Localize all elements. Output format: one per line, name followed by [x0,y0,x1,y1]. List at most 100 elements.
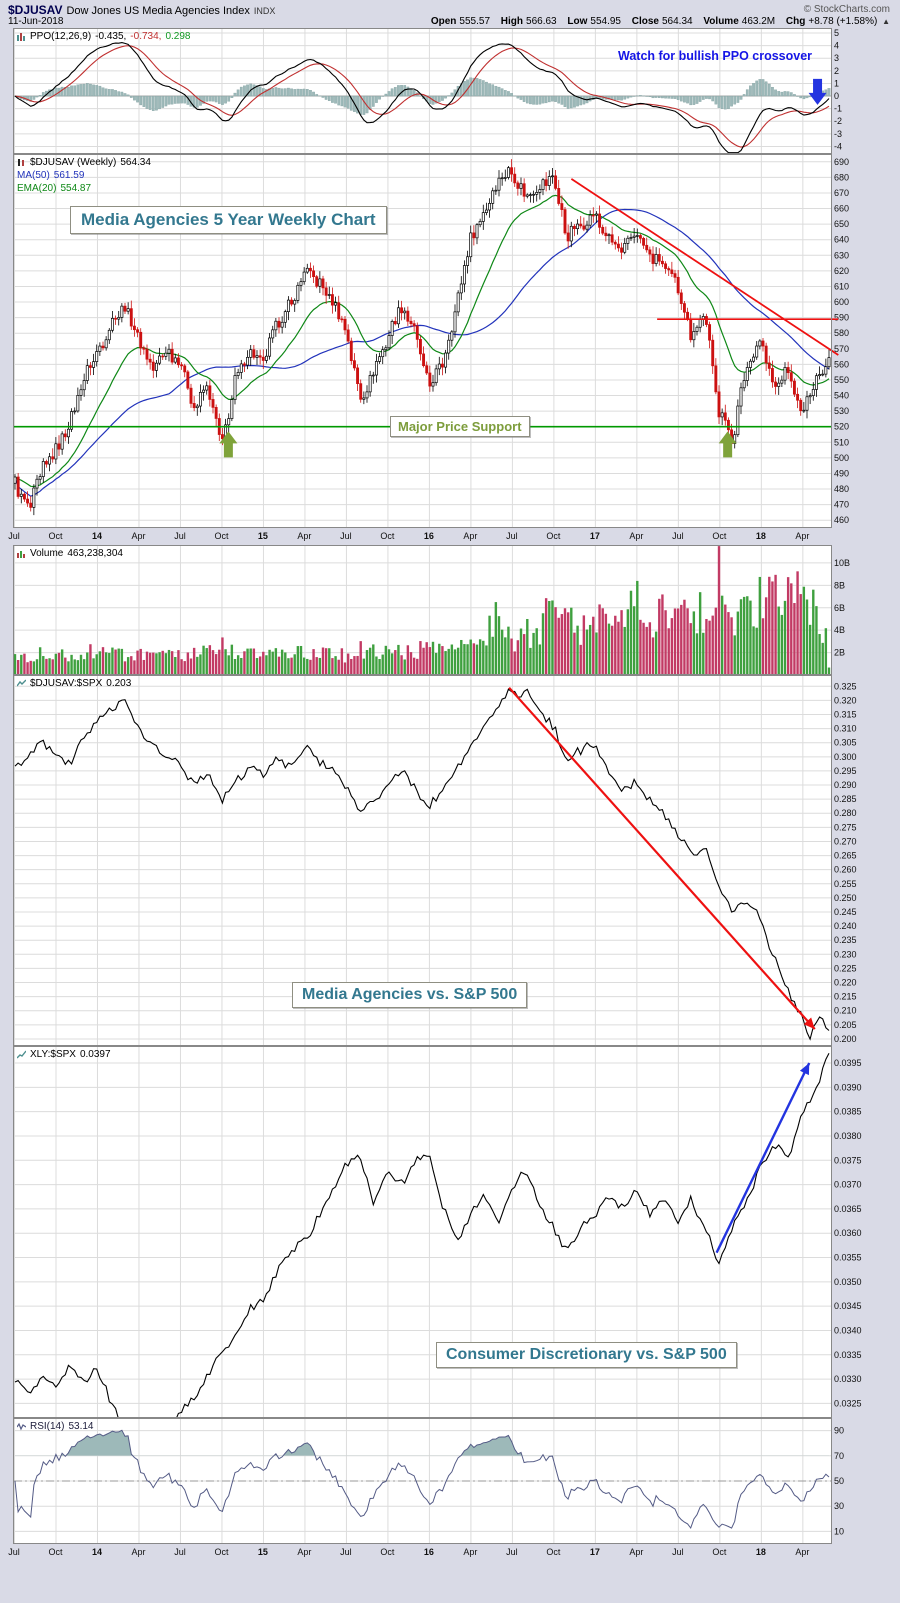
ratio-line [14,688,830,1041]
symbol: $DJUSAV [8,3,63,17]
ppo-value: -0.435, [95,31,127,42]
candlesticks [13,159,831,516]
annotation-major-price-support: Major Price Support [390,416,530,437]
y-axis-label: 540 [834,391,849,401]
x-axis-label: Oct [712,531,727,541]
y-axis-label: 50 [834,1476,844,1486]
x-axis-label: Jul [174,531,186,541]
ma50-line [14,208,830,497]
annotation-media-vs-spx: Media Agencies vs. S&P 500 [292,982,528,1008]
x-axis-label: Apr [297,1547,312,1557]
y-axis-label: -1 [834,104,842,114]
support-test-arrow-icon [718,431,737,458]
y-axis-label: 0.0350 [834,1277,862,1287]
low-value: 554.95 [590,16,621,27]
y-axis-label: 660 [834,204,849,214]
x-axis-label: Apr [795,531,810,541]
high-label: High [500,16,524,27]
ppo-line [14,42,830,154]
x-axis-label: Jul [340,531,352,541]
y-axis-label: 560 [834,359,849,369]
y-axis-label: 0.215 [834,992,857,1002]
ppo-crossover-arrow-icon [808,78,827,105]
x-axis-label: 18 [755,1547,766,1557]
y-axis-label: 590 [834,313,849,323]
y-axis-label: 2B [834,648,845,658]
y-axis-label: 4B [834,625,845,635]
y-axis-label: 640 [834,235,849,245]
x-axis-label: 18 [755,531,766,541]
x-axis-label: 17 [589,531,600,541]
y-axis-label: 460 [834,515,849,525]
ma50-label: MA(50) [17,170,50,181]
y-axis-label: 8B [834,580,845,590]
x-axis-label: Oct [546,531,561,541]
rsi-overbought-fill [55,1430,544,1456]
y-axis-label: 470 [834,500,849,510]
y-axis-label: 650 [834,219,849,229]
y-axis-label: 4 [834,41,839,51]
y-axis-label: 0.255 [834,879,857,889]
y-axis-label: 0.295 [834,766,857,776]
chart-date: 11-Jun-2018 [8,16,64,27]
ema20-legend: EMA(20) 554.87 [17,183,91,194]
y-axis-label: 0.205 [834,1020,857,1030]
xly-symbol-label: XLY:$SPX [30,1049,76,1060]
volume-panel-icon [17,549,26,558]
y-axis-label: 10B [834,558,850,568]
y-axis-label: 630 [834,250,849,260]
x-axis-label: Jul [506,531,518,541]
price-panel-icon [17,158,26,167]
rsi-ygrid: 90 70 50 30 10 [14,1426,844,1536]
ratio-legend: $DJUSAV:$SPX 0.203 [17,678,131,689]
y-axis-label: 0.0325 [834,1398,862,1408]
y-axis-label: 0.0330 [834,1374,862,1384]
ohlc-quote: Open 555.57 High 566.63 Low 554.95 Close 564… [423,16,890,27]
support-test-arrow-icon [219,431,238,458]
y-axis-label: 0.0390 [834,1082,862,1092]
y-axis-label: 0.275 [834,822,857,832]
ema20-value: 554.87 [60,183,92,194]
y-axis-label: 570 [834,344,849,354]
ratio-last-value: 0.203 [106,678,132,689]
panel-frame [13,1046,832,1418]
y-axis-label: 0.235 [834,935,857,945]
y-axis-label: 0.0380 [834,1131,862,1141]
x-axis-label: 14 [91,531,102,541]
y-axis-label: 0.220 [834,978,857,988]
y-axis-label: 1 [834,78,839,88]
x-axis-label: 14 [91,1547,102,1557]
panel-frame [13,1418,832,1544]
y-axis-label: -3 [834,129,842,139]
ppo-panel: 5 4 3 2 1 0 -1 -2 -3 -4 [13,28,842,154]
ratio-decline-arrow [508,686,816,1030]
y-axis-label: 0.285 [834,794,857,804]
y-axis-label: -4 [834,141,842,151]
y-axis-label: 610 [834,281,849,291]
close-value: 564.34 [662,16,693,27]
x-axis-label: Jul [340,1547,352,1557]
x-axis-label: Apr [795,1547,810,1557]
chg-up-icon: ▲ [882,17,890,26]
y-axis-label: 0.260 [834,865,857,875]
y-axis-label: 480 [834,484,849,494]
x-axis-label: 15 [257,1547,268,1557]
exchange-label: INDX [253,6,276,16]
y-axis-label: 0.0375 [834,1155,862,1165]
y-axis-label: 0.0395 [834,1058,862,1068]
y-axis-label: 0.0385 [834,1107,862,1117]
rsi-panel: 90 70 50 30 10 [13,1418,844,1544]
y-axis-label: 550 [834,375,849,385]
volume-label: Volume [703,16,739,27]
x-axis-label: Apr [463,531,478,541]
y-axis-label: 0.270 [834,836,857,846]
y-axis-label: -2 [834,116,842,126]
xly-advance-arrow [715,1062,811,1254]
xly-grid [14,1047,804,1417]
y-axis-label: 0.325 [834,681,857,691]
x-axis-label: Apr [463,1547,478,1557]
stockcharts-credit: © StockCharts.com [803,4,890,15]
y-axis-label: 620 [834,266,849,276]
y-axis-label: 0.290 [834,780,857,790]
y-axis-label: 600 [834,297,849,307]
